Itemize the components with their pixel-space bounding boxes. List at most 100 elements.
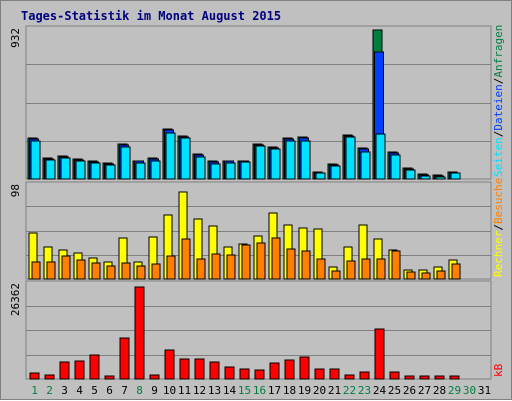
bar-kb-14 <box>224 366 235 380</box>
bar-kb-7 <box>119 337 130 380</box>
x-tick-label: 29 <box>448 384 461 397</box>
bar-seiten-20 <box>315 172 326 180</box>
x-tick-label: 2 <box>46 384 53 397</box>
bar-kb-16 <box>254 369 265 380</box>
x-tick-label: 16 <box>253 384 266 397</box>
legend-entry: Anfragen <box>492 25 505 78</box>
bar-besuche-2 <box>46 261 56 280</box>
x-tick-label: 24 <box>373 384 387 397</box>
bar-kb-27 <box>419 375 430 380</box>
bar-seiten-15 <box>240 161 251 180</box>
bar-seiten-13 <box>210 163 221 180</box>
bar-besuche-23 <box>361 258 371 280</box>
bar-besuche-14 <box>226 254 236 280</box>
bar-besuche-26 <box>406 271 416 280</box>
bar-kb-8 <box>134 286 145 380</box>
y-max-label-requests: 932 <box>9 28 22 48</box>
legend-entry: Seiten <box>492 137 505 177</box>
bar-kb-17 <box>269 362 280 380</box>
bar-besuche-19 <box>301 250 311 280</box>
legend-entry: / <box>492 131 505 138</box>
bar-kb-21 <box>329 368 340 380</box>
bar-besuche-17 <box>271 237 281 280</box>
bar-seiten-8 <box>135 162 146 180</box>
x-tick-label: 10 <box>163 384 176 397</box>
x-tick-label: 7 <box>121 384 128 397</box>
x-tick-label: 23 <box>358 384 371 397</box>
bar-besuche-20 <box>316 258 326 280</box>
bar-besuche-8 <box>136 265 146 280</box>
bar-seiten-7 <box>120 146 131 180</box>
x-tick-label: 9 <box>151 384 158 397</box>
legend-entry: / <box>492 224 505 231</box>
x-tick-label: 20 <box>313 384 326 397</box>
bar-kb-28 <box>434 375 445 380</box>
bar-seiten-26 <box>405 169 416 180</box>
bar-besuche-28 <box>436 270 446 280</box>
bar-kb-10 <box>164 349 175 380</box>
x-tick-label: 11 <box>178 384 191 397</box>
bar-kb-2 <box>44 374 55 380</box>
y-max-label-visits: 98 <box>9 184 22 197</box>
bar-kb-24 <box>374 328 385 380</box>
bar-seiten-14 <box>225 162 236 180</box>
x-tick-label: 15 <box>238 384 251 397</box>
bar-kb-26 <box>404 375 415 380</box>
bar-kb-23 <box>359 371 370 380</box>
bar-kb-15 <box>239 368 250 380</box>
bar-seiten-3 <box>60 157 71 180</box>
bar-seiten-12 <box>195 156 206 180</box>
bar-besuche-16 <box>256 242 266 280</box>
legend-entry: Rechner <box>492 230 505 277</box>
bar-besuche-1 <box>31 261 41 280</box>
x-tick-label: 5 <box>91 384 98 397</box>
bar-kb-6 <box>104 375 115 380</box>
x-tick-label: 1 <box>31 384 38 397</box>
bar-besuche-12 <box>196 258 206 280</box>
bar-besuche-15 <box>241 244 251 280</box>
bar-kb-9 <box>149 374 160 380</box>
bar-besuche-29 <box>451 263 461 280</box>
bar-seiten-10 <box>165 132 176 180</box>
bar-besuche-24 <box>376 258 386 280</box>
bar-kb-29 <box>449 375 460 380</box>
x-tick-label: 13 <box>208 384 221 397</box>
bar-besuche-22 <box>346 260 356 280</box>
bar-seiten-24 <box>375 133 386 180</box>
legend-visits: Rechner/Besuche <box>492 178 505 277</box>
bar-kb-20 <box>314 368 325 380</box>
bar-besuche-3 <box>61 255 71 280</box>
x-tick-label: 17 <box>268 384 281 397</box>
bar-seiten-9 <box>150 160 161 180</box>
bar-seiten-11 <box>180 137 191 180</box>
bar-seiten-27 <box>420 175 431 180</box>
bar-seiten-21 <box>330 165 341 180</box>
bar-kb-22 <box>344 374 355 380</box>
bar-seiten-5 <box>90 162 101 180</box>
legend-entry: Dateien <box>492 84 505 130</box>
bar-besuche-7 <box>121 262 131 280</box>
bar-seiten-4 <box>75 160 86 180</box>
bar-kb-12 <box>194 358 205 380</box>
bar-kb-13 <box>209 361 220 380</box>
bar-besuche-9 <box>151 263 161 280</box>
x-tick-label: 25 <box>388 384 401 397</box>
x-tick-label: 18 <box>283 384 296 397</box>
legend-entry: kB <box>492 363 505 377</box>
legend-entry: Besuche <box>492 178 505 224</box>
bar-kb-18 <box>284 359 295 380</box>
bar-seiten-6 <box>105 164 116 180</box>
bar-kb-5 <box>89 354 100 380</box>
bar-seiten-2 <box>45 159 56 180</box>
bar-seiten-1 <box>30 140 41 180</box>
bar-kb-25 <box>389 371 400 380</box>
x-tick-label: 6 <box>106 384 113 397</box>
bar-besuche-11 <box>181 238 191 280</box>
bar-kb-4 <box>74 360 85 380</box>
x-tick-label: 12 <box>193 384 206 397</box>
x-tick-label: 19 <box>298 384 311 397</box>
bar-besuche-4 <box>76 259 86 280</box>
x-tick-label: 28 <box>433 384 446 397</box>
legend-entry: / <box>492 78 505 85</box>
x-tick-label: 22 <box>343 384 356 397</box>
